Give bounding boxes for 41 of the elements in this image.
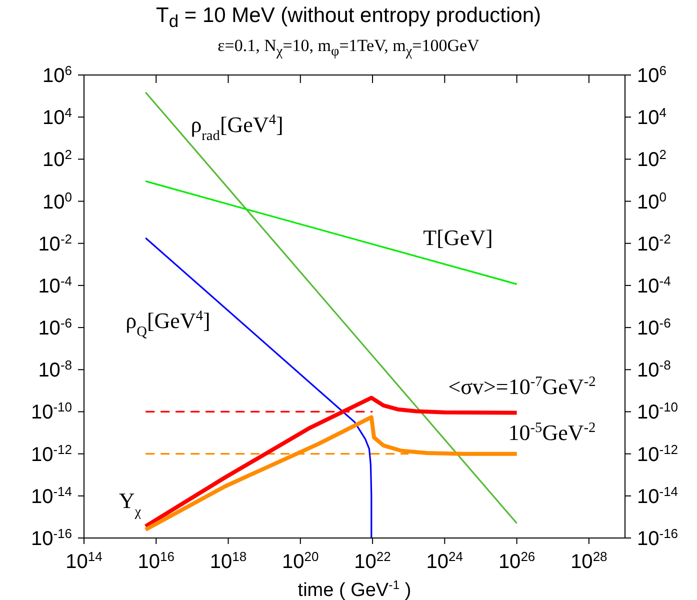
text: 10$^{-12}$ [30, 441, 72, 466]
y-tick-label: 10$^{-6}$ [637, 315, 671, 340]
chart-subtitle: ε=0.1, N$_{χ}$=10, m$_{φ}$=1TeV, m$_{χ}$=100GeV [216, 36, 480, 62]
text: 10$^{-4}$ [38, 272, 72, 298]
annotation: T[GeV] [423, 225, 493, 250]
x-tick-label: 10$^{22}$ [354, 548, 391, 573]
text: 10$^{4}$ [42, 104, 72, 130]
annotation: <σv>=10$^{-7}$GeV$^{-2}$ [448, 374, 596, 399]
y-tick-label: 10$^{-12}$ [637, 441, 678, 466]
annotation: ρ$_{rad}$[GeV$^{4}$] [190, 112, 284, 144]
text: 10$^{-10}$ [30, 399, 72, 424]
y-tick-label: 10$^{-16}$ [637, 526, 678, 550]
annotation: 10$^{-5}$GeV$^{-2}$ [508, 420, 596, 445]
y-tick-label: 10$^{-8}$ [637, 357, 671, 382]
y-tick-label: 10$^{2}$ [637, 146, 666, 172]
y-tick-label: 10$^{0}$ [637, 188, 666, 214]
x-tick-label: 10$^{28}$ [570, 548, 608, 573]
y-tick-label: 10$^{-10}$ [637, 399, 678, 424]
x-tick-label: 10$^{26}$ [498, 548, 536, 573]
x-axis-title: time ( GeV$^{-1}$ ) [298, 578, 412, 600]
y-tick-label: 10$^{-2}$ [637, 230, 671, 256]
y-tick-label: 10$^{6}$ [637, 62, 666, 87]
x-tick-label: 10$^{20}$ [282, 548, 319, 573]
text: 10$^{2}$ [42, 146, 72, 172]
x-tick-label: 10$^{24}$ [426, 548, 464, 573]
x-tick-label: 10$^{16}$ [138, 548, 174, 573]
text: 10$^{-16}$ [30, 526, 72, 550]
y-tick-label: 10$^{4}$ [637, 104, 666, 130]
annotation: Y$_{χ}$ [118, 488, 142, 520]
x-tick-label: 10$^{18}$ [210, 548, 247, 573]
chart-title: T$_{d}$ = 10 MeV (without entropy production) [154, 3, 542, 34]
y-tick-label: 10$^{-4}$ [637, 272, 671, 298]
x-tick-label: 10$^{14}$ [66, 548, 102, 573]
text: 10$^{-14}$ [30, 483, 72, 508]
y-tick-label: 10$^{-14}$ [637, 483, 678, 508]
annotation: ρ$_{Q}$[GeV$^{4}$] [126, 308, 210, 340]
text: 10$^{0}$ [42, 188, 72, 214]
text: 10$^{-6}$ [38, 315, 72, 340]
text: 10$^{6}$ [42, 62, 72, 87]
text: 10$^{-8}$ [38, 357, 72, 382]
text: 10$^{-2}$ [38, 230, 72, 256]
